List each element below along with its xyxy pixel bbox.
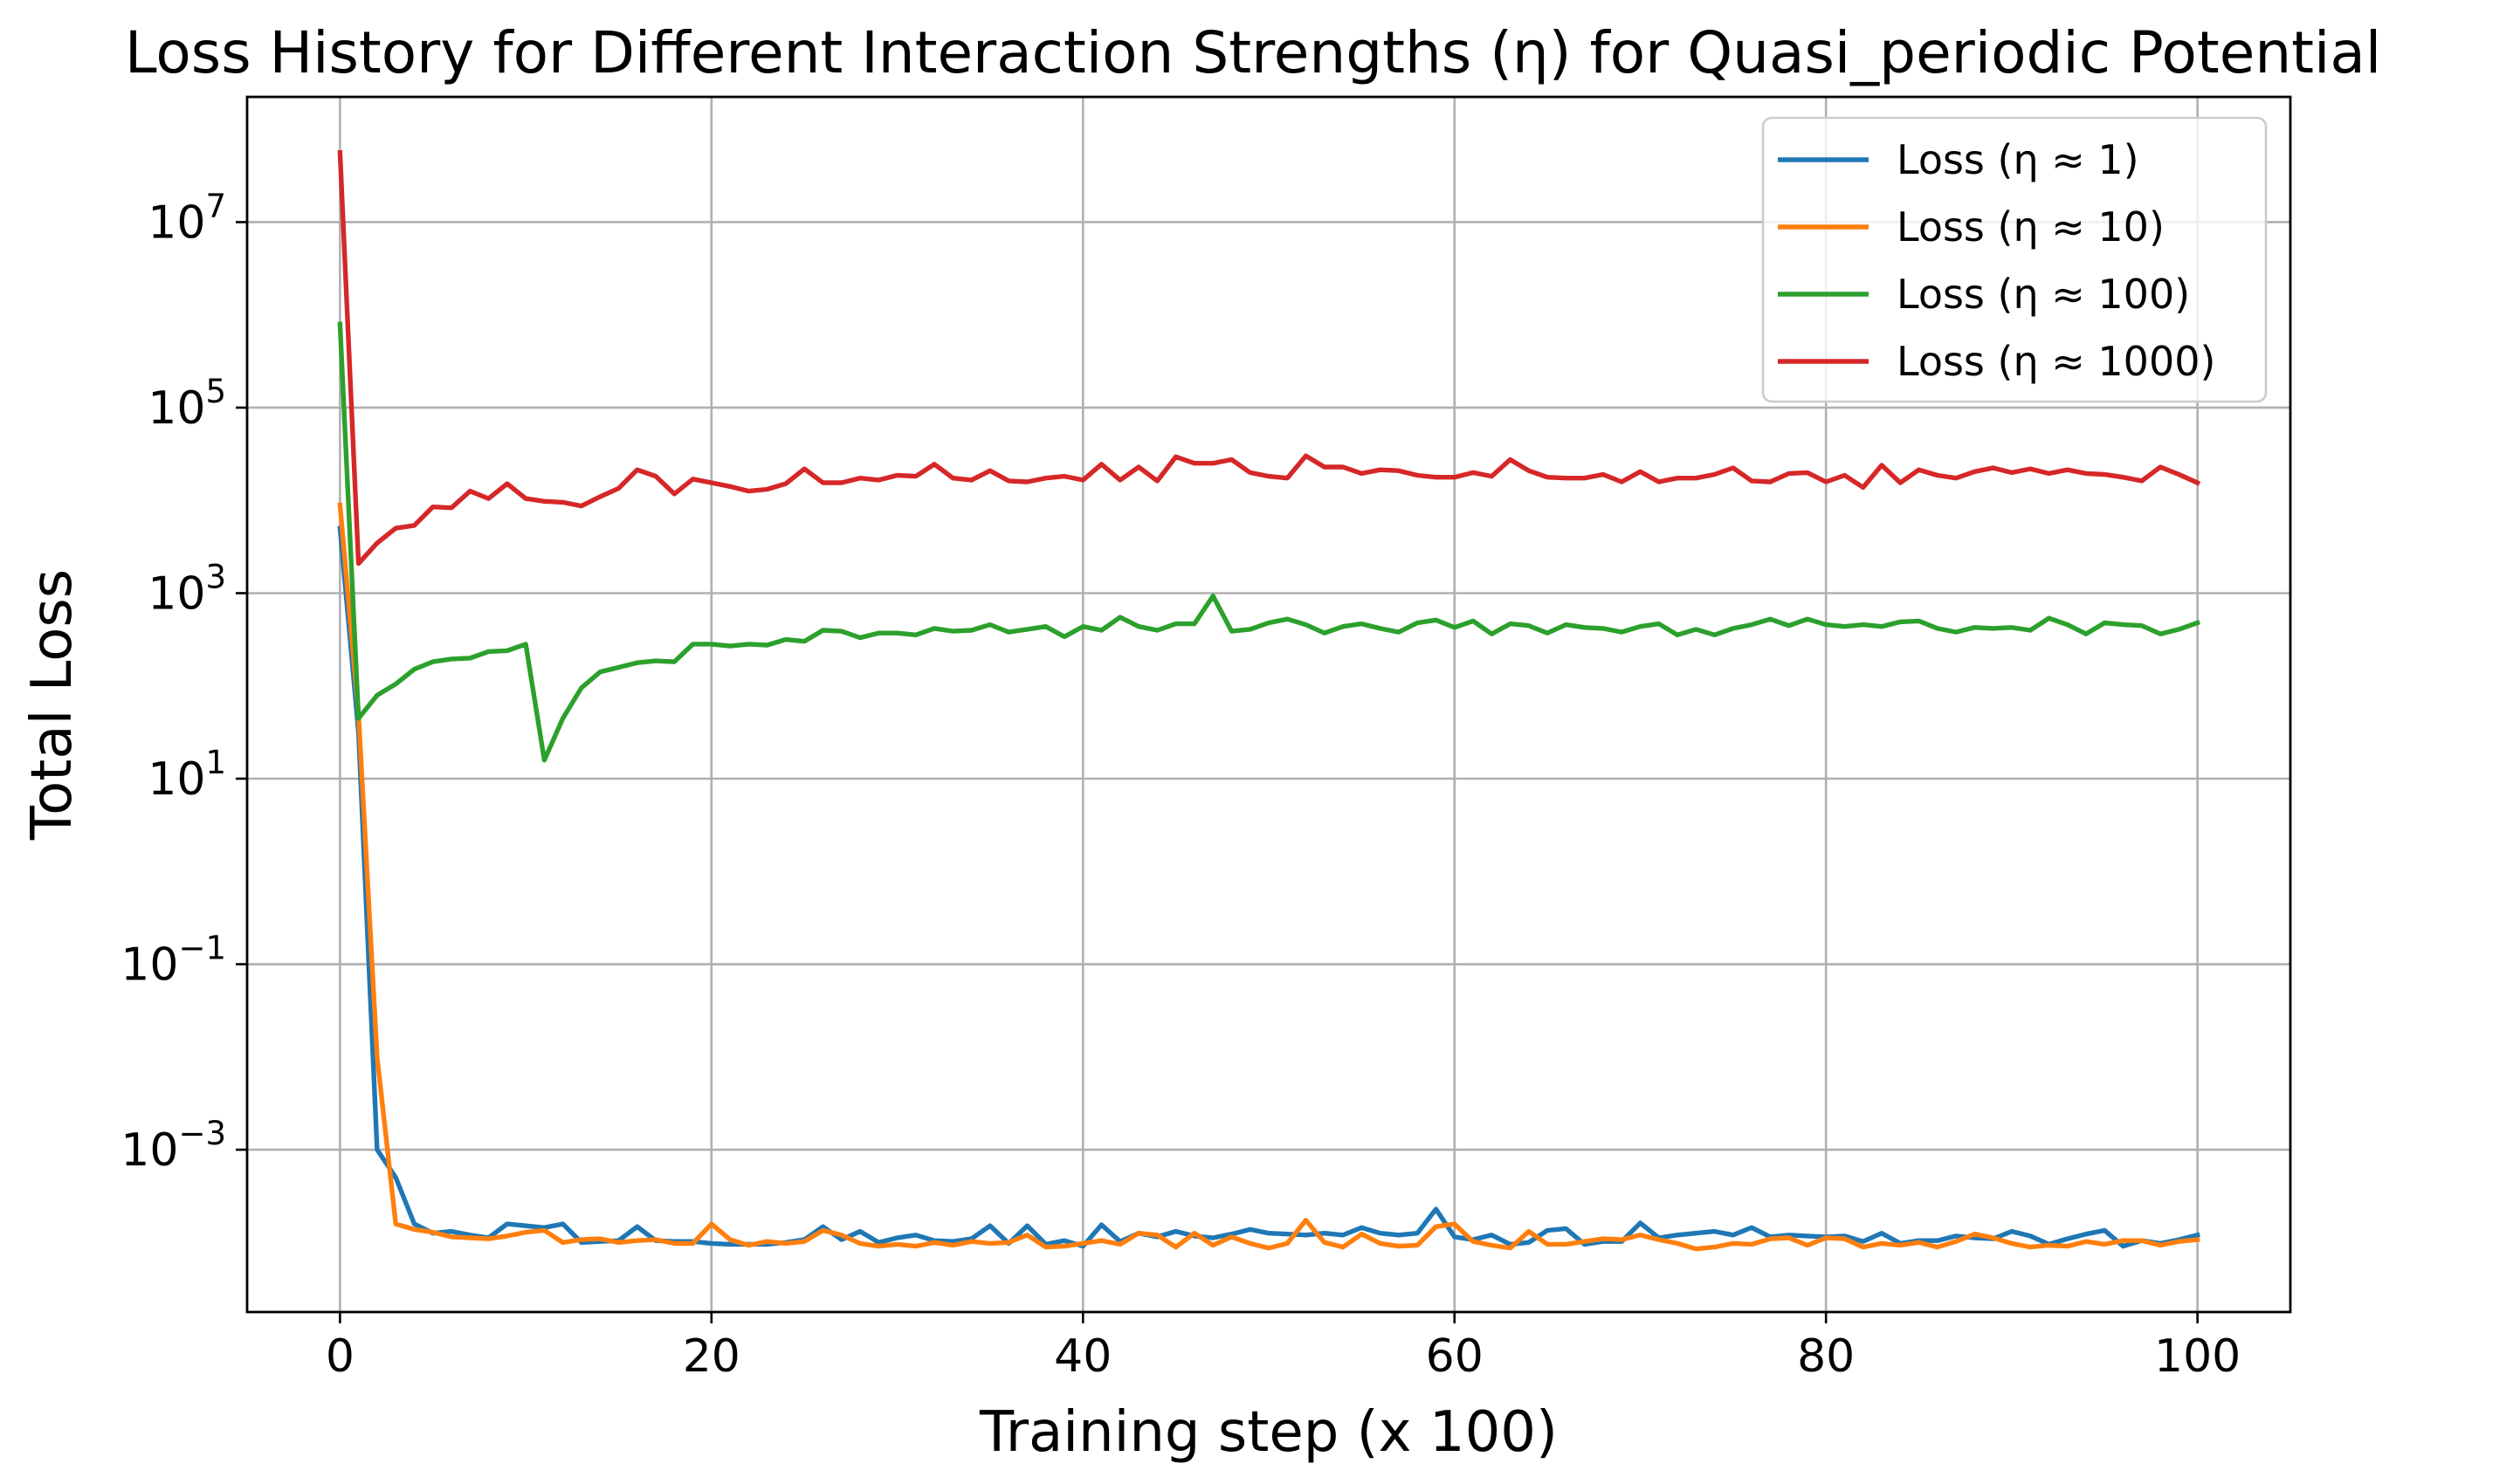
y-tick-label: 103: [148, 558, 226, 620]
series-line-3: [337, 321, 2201, 763]
x-tick-label: 20: [683, 1330, 740, 1383]
series-line-1: [337, 526, 2200, 1249]
legend-label-4: Loss (η ≈ 1000): [1897, 338, 2215, 385]
x-axis-label: Training step (x 100): [979, 1400, 1558, 1465]
legend-box: [1761, 116, 2268, 403]
y-tick-label: 105: [148, 373, 226, 435]
grid-lines: [247, 97, 2290, 1312]
series-line-4: [337, 149, 2201, 567]
y-tick-label: 10−3: [120, 1115, 226, 1177]
x-tick-label: 100: [2154, 1330, 2241, 1383]
legend-label-3: Loss (η ≈ 100): [1897, 271, 2190, 318]
legend-label-2: Loss (η ≈ 10): [1897, 203, 2165, 251]
y-tick-label: 101: [148, 744, 226, 806]
x-tick-label: 60: [1426, 1330, 1484, 1383]
x-tick-label: 0: [326, 1330, 355, 1383]
series-lines: [337, 149, 2201, 1252]
y-tick-label: 107: [148, 187, 226, 249]
legend: Loss (η ≈ 1) Loss (η ≈ 10) Loss (η ≈ 100) L…: [1761, 116, 2268, 403]
legend-label-1: Loss (η ≈ 1): [1897, 136, 2139, 183]
plot-frame: [245, 95, 2292, 1314]
chart-title: Loss History for Different Interaction S…: [125, 19, 2381, 86]
axis-ticks: 0 20 40 60 80 100 10−3 10−1 101 103 105 107: [120, 187, 2241, 1383]
series-line-2: [337, 502, 2200, 1252]
y-axis-label: Total Loss: [20, 569, 85, 841]
x-tick-label: 40: [1054, 1330, 1112, 1383]
x-tick-label: 80: [1797, 1330, 1855, 1383]
y-tick-label: 10−1: [120, 930, 226, 992]
